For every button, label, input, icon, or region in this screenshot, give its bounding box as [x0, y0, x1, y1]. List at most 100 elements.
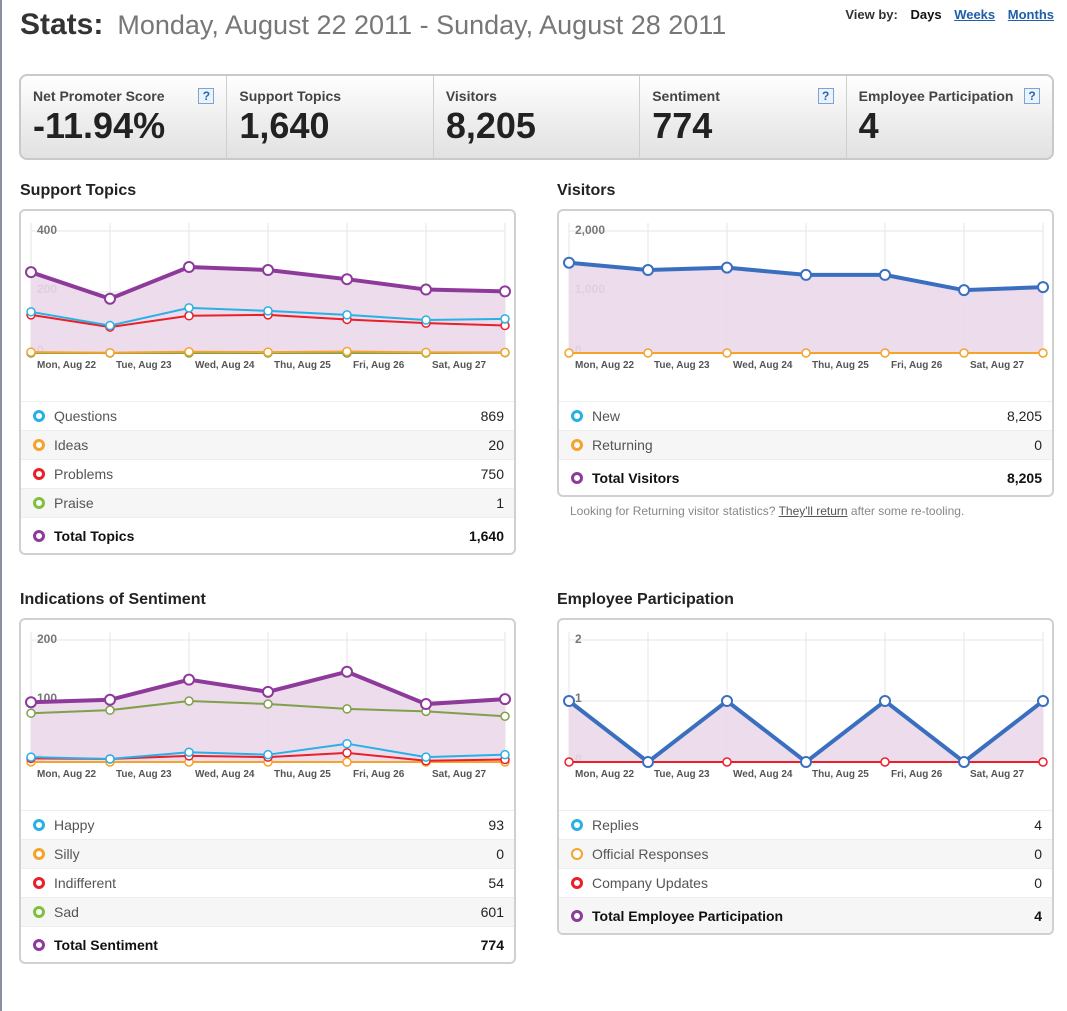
kpi-support-topics: Support Topics 1,640: [227, 76, 434, 158]
legend-row-total-visitors[interactable]: Total Visitors 8,205: [559, 459, 1052, 495]
employee-participation-legend: Replies 4 Official Responses 0 Company Upd…: [559, 810, 1052, 933]
data-point: [499, 285, 511, 298]
data-point: [800, 756, 812, 768]
legend-row-problems[interactable]: Problems 750: [21, 459, 514, 488]
x-tick-label: Wed, Aug 24: [733, 360, 793, 371]
data-point: [1037, 281, 1049, 294]
data-point: [342, 704, 352, 714]
legend-label: Indifferent: [54, 875, 117, 891]
legend-row-total-employee-participation[interactable]: Total Employee Participation 4: [559, 897, 1052, 933]
legend-row-total-topics[interactable]: Total Topics 1,640: [21, 517, 514, 553]
help-icon[interactable]: ?: [1024, 88, 1041, 104]
data-point: [500, 749, 510, 760]
area-fill: [31, 671, 505, 762]
legend-row-silly[interactable]: Silly 0: [21, 839, 514, 868]
data-point: [722, 348, 732, 358]
legend-value: 0: [1034, 437, 1042, 453]
legend-row-official-responses[interactable]: Official Responses 0: [559, 839, 1052, 868]
legend-row-returning[interactable]: Returning 0: [559, 430, 1052, 459]
x-tick-label: Wed, Aug 24: [195, 360, 255, 371]
date-range: Monday, August 22 2011 - Sunday, August …: [117, 10, 727, 40]
x-tick-label: Tue, Aug 23: [116, 360, 172, 371]
data-point: [25, 266, 37, 279]
legend-value: 4: [1034, 817, 1042, 833]
data-point: [879, 695, 891, 707]
data-point: [26, 752, 36, 762]
returning-visitors-note: Looking for Returning visitor statistics…: [570, 504, 964, 518]
kpi-value: -11.94%: [33, 105, 166, 146]
visitors-title: Visitors: [557, 182, 616, 199]
x-tick-label: Tue, Aug 23: [116, 769, 172, 780]
kpi-value: 8,205: [445, 105, 536, 146]
view-by-label: View by:: [845, 7, 898, 22]
note-text-pre: Looking for Returning visitor statistics…: [570, 504, 776, 518]
data-point: [642, 264, 654, 277]
data-point: [564, 348, 574, 358]
legend-row-company-updates[interactable]: Company Updates 0: [559, 868, 1052, 897]
orange-dot-icon: [571, 439, 583, 451]
legend-row-new[interactable]: New 8,205: [559, 401, 1052, 430]
legend-row-ideas[interactable]: Ideas 20: [21, 430, 514, 459]
orange-dot-icon: [33, 848, 45, 860]
data-point: [341, 665, 353, 678]
red-dot-icon: [33, 468, 45, 480]
blue-dot-icon: [33, 819, 45, 831]
kpi-label: Employee Participation: [858, 88, 1014, 104]
data-point: [420, 698, 432, 711]
data-point: [880, 348, 890, 358]
legend-row-indifferent[interactable]: Indifferent 54: [21, 868, 514, 897]
legend-row-questions[interactable]: Questions 869: [21, 401, 514, 430]
page-header: Stats: Monday, August 22 2011 - Sunday, A…: [20, 8, 726, 42]
data-point: [183, 260, 195, 273]
legend-value: 601: [480, 904, 504, 920]
visitors-legend: New 8,205 Returning 0 Total Visitors 8,205: [559, 401, 1052, 495]
view-by-months-link[interactable]: Months: [1007, 7, 1054, 22]
x-tick-label: Mon, Aug 22: [37, 360, 97, 371]
legend-value: 750: [480, 466, 504, 482]
employee-participation-title: Employee Participation: [557, 591, 734, 608]
theyll-return-link[interactable]: They'll return: [778, 504, 848, 518]
legend-row-replies[interactable]: Replies 4: [559, 810, 1052, 839]
data-point: [1038, 757, 1048, 767]
data-point: [263, 306, 273, 316]
help-icon[interactable]: ?: [198, 88, 215, 104]
x-tick-label: Tue, Aug 23: [654, 769, 710, 780]
legend-label: Total Topics: [54, 527, 135, 544]
page-title: Stats:: [20, 8, 104, 41]
kpi-employee-participation: Employee Participation 4 ?: [847, 76, 1052, 158]
data-point: [26, 347, 36, 357]
data-point: [342, 757, 352, 767]
legend-label: Ideas: [54, 437, 89, 453]
data-point: [420, 283, 432, 296]
legend-value: 1,640: [468, 527, 504, 544]
kpi-label: Net Promoter Score: [33, 88, 165, 104]
view-by-weeks-link[interactable]: Weeks: [954, 7, 996, 22]
legend-row-happy[interactable]: Happy 93: [21, 810, 514, 839]
area-fill: [569, 701, 1043, 762]
orange-ring-icon: [571, 848, 583, 860]
legend-value: 0: [496, 846, 504, 862]
kpi-visitors: Visitors 8,205: [434, 76, 641, 158]
data-point: [105, 705, 115, 715]
x-tick-label: Sat, Aug 27: [970, 360, 1025, 371]
x-tick-label: Fri, Aug 26: [891, 360, 943, 371]
x-tick-label: Sat, Aug 27: [432, 360, 487, 371]
sentiment-legend: Happy 93 Silly 0 Indifferent 54 Sad 601 Tota…: [21, 810, 514, 962]
kpi-label: Sentiment: [652, 88, 720, 104]
data-point: [342, 748, 352, 758]
data-point: [721, 261, 733, 274]
y-tick-label: 2: [575, 632, 582, 646]
legend-label: New: [592, 408, 621, 424]
data-point: [721, 695, 733, 707]
help-icon[interactable]: ?: [817, 88, 834, 104]
kpi-value: 1,640: [239, 105, 330, 146]
legend-row-praise[interactable]: Praise 1: [21, 488, 514, 517]
legend-row-total-sentiment[interactable]: Total Sentiment 774: [21, 926, 514, 962]
legend-value: 0: [1034, 846, 1042, 862]
legend-value: 1: [496, 495, 504, 511]
legend-row-sad[interactable]: Sad 601: [21, 897, 514, 926]
legend-value: 54: [488, 875, 504, 891]
x-tick-label: Fri, Aug 26: [891, 769, 943, 780]
data-point: [342, 738, 352, 749]
